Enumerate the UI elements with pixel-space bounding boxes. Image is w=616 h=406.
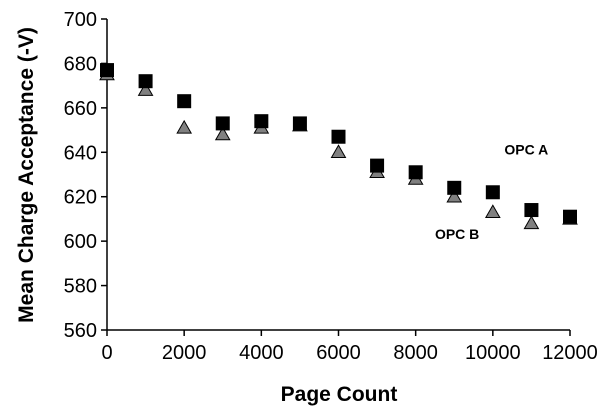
- opc-a-point: [408, 165, 423, 180]
- y-tick-label: 700: [64, 9, 97, 31]
- x-tick-label: 6000: [316, 342, 361, 364]
- opc-a-point: [254, 114, 269, 129]
- x-tick-label: 12000: [542, 342, 598, 364]
- opc-a-point: [524, 203, 539, 218]
- y-tick-label: 620: [64, 187, 97, 209]
- opc-b-point: [330, 144, 347, 159]
- y-axis-title: Mean Charge Acceptance (-V): [15, 27, 38, 323]
- x-tick-label: 10000: [465, 342, 521, 364]
- x-tick-label: 2000: [162, 342, 207, 364]
- x-tick-label: 4000: [239, 342, 284, 364]
- y-tick-label: 660: [64, 98, 97, 120]
- opc-b-point: [137, 82, 154, 96]
- opc-b-point: [446, 188, 463, 203]
- opc-a-point: [447, 180, 462, 195]
- series-label-opc-b: OPC B: [435, 226, 479, 242]
- opc-a-point: [215, 116, 230, 131]
- plot-area: 560 580 600 620 640 660 680 700 0 2000 4000 6000 80…: [64, 9, 598, 364]
- opc-a-point: [138, 74, 153, 89]
- opc-a-point: [177, 94, 192, 109]
- opc-a-point: [292, 116, 307, 131]
- x-axis-ticks: 0 2000 4000 6000 8000 10000 12000: [101, 330, 598, 364]
- y-tick-label: 680: [64, 53, 97, 75]
- opc-a-point: [485, 185, 500, 200]
- y-tick-label: 640: [64, 142, 97, 164]
- series-label-opc-a: OPC A: [504, 142, 548, 158]
- y-axis-ticks: 560 580 600 620 640 660 680 700: [64, 9, 107, 342]
- opc-b-point: [176, 119, 193, 134]
- y-tick-label: 560: [64, 320, 97, 342]
- x-tick-label: 8000: [393, 342, 438, 364]
- opc-a-point: [100, 63, 114, 78]
- opc-b-point: [214, 126, 231, 141]
- opc-a-point: [563, 209, 577, 224]
- opc-b-point: [523, 215, 540, 230]
- opc-a-point: [331, 129, 346, 144]
- series-annotations: OPC A OPC B: [435, 142, 548, 242]
- opc-a-point: [370, 158, 385, 173]
- y-tick-label: 580: [64, 276, 97, 298]
- x-tick-label: 0: [101, 342, 112, 364]
- opc-b-point: [484, 204, 501, 219]
- data-markers: [99, 63, 578, 230]
- y-tick-label: 600: [64, 231, 97, 253]
- x-axis-title: Page Count: [281, 383, 398, 406]
